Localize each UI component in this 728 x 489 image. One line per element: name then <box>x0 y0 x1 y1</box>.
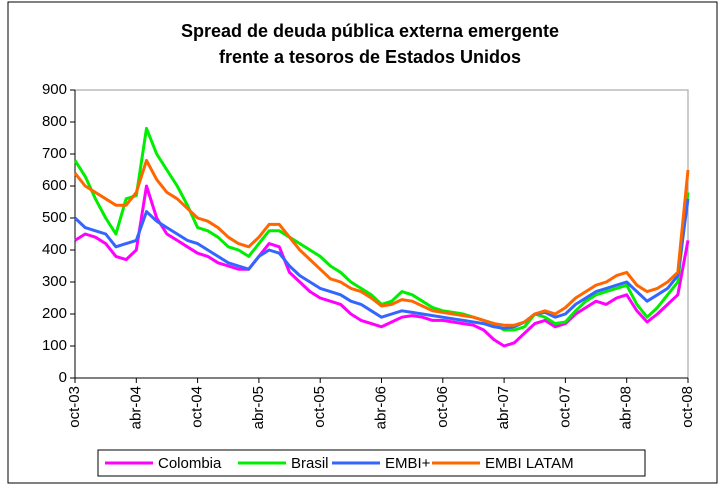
x-tick-label: abr-06 <box>372 386 389 429</box>
legend-label: Brasil <box>291 455 329 472</box>
legend-label: EMBI+ <box>385 455 431 472</box>
series-line <box>73 158 690 327</box>
y-tick-label: 700 <box>42 145 67 162</box>
x-tick-label: abr-07 <box>495 386 512 429</box>
series-line <box>73 198 690 330</box>
y-tick-label: 100 <box>42 337 67 354</box>
y-tick-label: 600 <box>42 177 67 194</box>
y-tick-label: 0 <box>59 369 67 386</box>
x-tick-label: oct-05 <box>311 386 328 428</box>
y-tick-label: 400 <box>42 241 67 258</box>
x-tick-label: abr-05 <box>250 386 267 429</box>
x-tick-label: oct-07 <box>556 386 573 428</box>
y-tick-label: 200 <box>42 305 67 322</box>
x-tick-label: oct-04 <box>189 386 206 428</box>
y-tick-label: 800 <box>42 113 67 130</box>
series-line <box>74 184 690 348</box>
x-tick-label: abr-08 <box>618 386 635 429</box>
x-tick-label: oct-06 <box>434 386 451 428</box>
legend-label: Colombia <box>158 455 222 472</box>
x-tick-label: oct-03 <box>66 386 83 428</box>
legend-label: EMBI LATAM <box>485 455 574 472</box>
chart-title: frente a tesoros de Estados Unidos <box>219 47 521 67</box>
x-tick-label: abr-04 <box>127 386 144 429</box>
y-tick-label: 500 <box>42 209 67 226</box>
chart-title: Spread de deuda pública externa emergent… <box>181 21 559 41</box>
y-tick-label: 900 <box>42 81 67 98</box>
x-tick-label: oct-08 <box>679 386 696 428</box>
y-tick-label: 300 <box>42 273 67 290</box>
